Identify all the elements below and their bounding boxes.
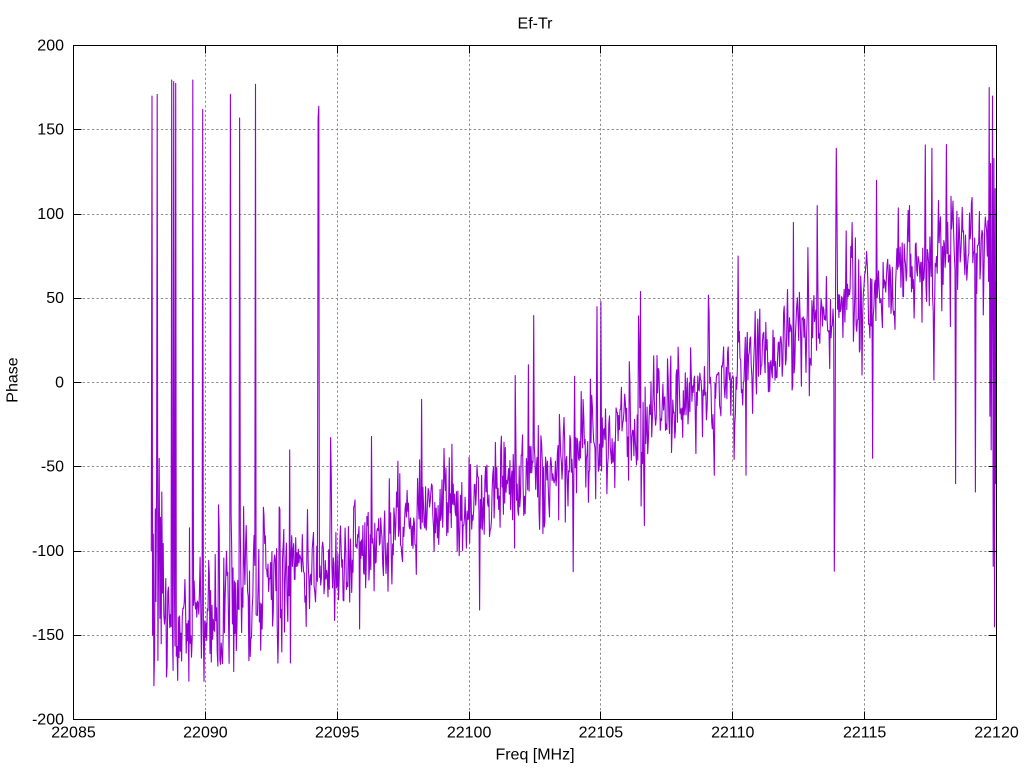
svg-text:22120: 22120 (974, 725, 1019, 742)
svg-text:150: 150 (37, 122, 64, 139)
svg-text:-200: -200 (32, 711, 64, 728)
svg-text:100: 100 (37, 206, 64, 223)
svg-text:-150: -150 (32, 627, 64, 644)
svg-text:0: 0 (55, 374, 64, 391)
svg-text:22095: 22095 (315, 725, 360, 742)
svg-text:Freq [MHz]: Freq [MHz] (495, 747, 574, 764)
svg-text:22085: 22085 (51, 725, 96, 742)
svg-text:22105: 22105 (579, 725, 624, 742)
svg-text:22115: 22115 (843, 725, 886, 742)
svg-text:22100: 22100 (447, 725, 492, 742)
svg-text:22090: 22090 (183, 725, 228, 742)
svg-text:22110: 22110 (711, 725, 754, 742)
svg-text:Phase: Phase (4, 357, 21, 402)
svg-text:-50: -50 (41, 459, 64, 476)
svg-text:50: 50 (46, 290, 64, 307)
svg-text:200: 200 (37, 37, 64, 54)
svg-text:Ef-Tr: Ef-Tr (518, 15, 554, 32)
svg-text:-100: -100 (32, 543, 64, 560)
